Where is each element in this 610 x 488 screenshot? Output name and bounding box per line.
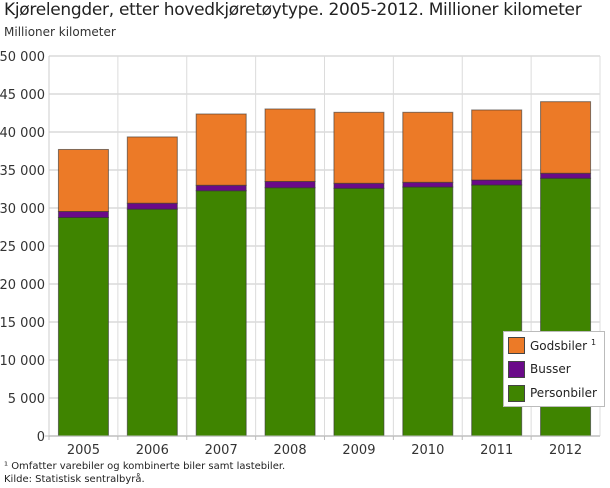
bar-segment-busser[interactable] [195, 184, 247, 192]
legend-label: Personbiler [530, 386, 597, 400]
legend-swatch-godsbiler [508, 336, 525, 354]
bar-segment-godsbiler[interactable] [126, 136, 178, 204]
legend-item-personbiler[interactable]: Personbiler [508, 383, 597, 403]
bar-segment-busser[interactable] [57, 210, 109, 219]
bar-segment-personbiler[interactable] [195, 190, 247, 437]
bar-group-2007[interactable] [195, 113, 247, 437]
source-note: Kilde: Statistisk sentralbyrå. [4, 474, 145, 485]
bar-segment-busser[interactable] [333, 182, 385, 189]
x-tick-label: 2006 [136, 443, 169, 458]
bar-group-2006[interactable] [126, 136, 178, 437]
y-tick-label: 30 000 [0, 202, 45, 217]
y-tick-label: 45 000 [0, 88, 45, 103]
legend-label: Godsbiler 1 [530, 337, 597, 353]
legend-swatch-personbiler [508, 384, 525, 402]
footnote: ¹ Omfatter varebiler og kombinerte biler… [4, 461, 286, 472]
y-tick-label: 20 000 [0, 278, 45, 293]
bar-segment-personbiler[interactable] [126, 208, 178, 437]
bar-group-2005[interactable] [57, 148, 109, 437]
bar-segment-personbiler[interactable] [402, 186, 454, 437]
y-axis-unit-label: Millioner kilometer [4, 25, 116, 39]
bars [57, 101, 592, 437]
chart-title: Kjørelengder, etter hovedkjøretøytype. 2… [4, 0, 582, 20]
y-tick-label: 0 [37, 430, 45, 445]
bar-segment-godsbiler[interactable] [540, 101, 592, 174]
bar-segment-personbiler[interactable] [333, 187, 385, 437]
y-tick-label: 50 000 [0, 50, 45, 65]
legend-swatch-busser [508, 360, 525, 378]
bar-group-2009[interactable] [333, 111, 385, 437]
x-tick-label: 2008 [274, 443, 307, 458]
legend-item-godsbiler[interactable]: Godsbiler 1 [508, 335, 596, 355]
bar-segment-personbiler[interactable] [264, 187, 316, 437]
bar-group-2010[interactable] [402, 111, 454, 437]
bar-segment-personbiler[interactable] [57, 217, 109, 437]
y-tick-label: 40 000 [0, 126, 45, 141]
x-tick-label: 2009 [342, 443, 375, 458]
bar-segment-busser[interactable] [402, 181, 454, 188]
bar-segment-busser[interactable] [471, 179, 523, 186]
bar-segment-godsbiler[interactable] [333, 111, 385, 184]
bar-segment-godsbiler[interactable] [57, 148, 109, 212]
x-tick-label: 2007 [205, 443, 238, 458]
bar-segment-busser[interactable] [126, 202, 178, 210]
y-tick-label: 25 000 [0, 240, 45, 255]
y-tick-label: 10 000 [0, 354, 45, 369]
x-tick-label: 2010 [411, 443, 444, 458]
bar-segment-godsbiler[interactable] [264, 108, 316, 182]
legend: Godsbiler 1 Busser Personbiler [503, 331, 605, 407]
y-tick-label: 15 000 [0, 316, 45, 331]
bar-segment-godsbiler[interactable] [195, 113, 247, 186]
y-axis: 0 5 000 10 000 15 000 20 000 25 000 30 000 35 0… [0, 50, 50, 445]
x-tick-label: 2011 [480, 443, 513, 458]
legend-item-busser[interactable]: Busser [508, 359, 571, 379]
bar-segment-godsbiler[interactable] [471, 109, 523, 181]
bar-segment-busser[interactable] [264, 180, 316, 189]
bar-group-2008[interactable] [264, 108, 316, 437]
bar-segment-busser[interactable] [540, 172, 592, 179]
x-axis: 2005 2006 2007 2008 2009 2010 2011 2012 [45, 435, 600, 458]
bar-segment-godsbiler[interactable] [402, 111, 454, 183]
x-tick-label: 2005 [67, 443, 100, 458]
y-tick-label: 5 000 [8, 392, 45, 407]
x-tick-label: 2012 [549, 443, 582, 458]
legend-label: Busser [530, 362, 571, 376]
y-tick-label: 35 000 [0, 164, 45, 179]
